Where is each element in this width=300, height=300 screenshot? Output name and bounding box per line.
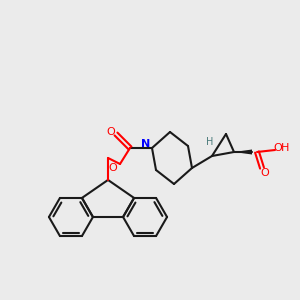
Text: O: O bbox=[106, 127, 116, 137]
Text: N: N bbox=[141, 139, 151, 149]
Text: H: H bbox=[206, 137, 214, 147]
Text: O: O bbox=[109, 163, 117, 173]
Polygon shape bbox=[234, 149, 252, 154]
Text: H: H bbox=[281, 143, 289, 153]
Text: O: O bbox=[274, 143, 282, 153]
Text: O: O bbox=[261, 168, 269, 178]
